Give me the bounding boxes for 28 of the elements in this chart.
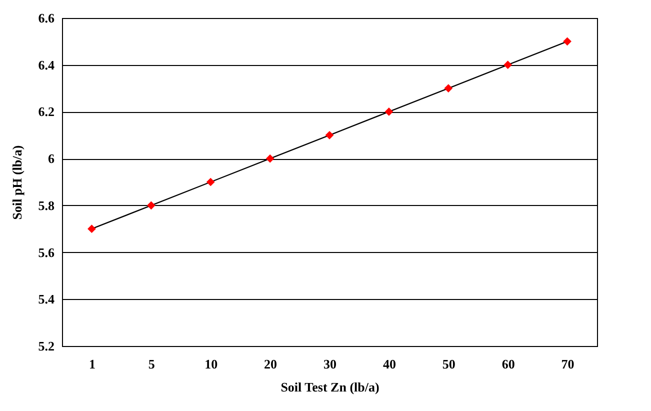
y-axis-title: Soil pH (lb/a) <box>9 145 24 220</box>
point <box>146 201 156 210</box>
y-tick-label: 6.6 <box>38 10 55 26</box>
point <box>444 84 453 92</box>
x-tick-label: 70 <box>561 356 574 372</box>
x-tick-label: 20 <box>264 356 278 372</box>
y-tick-label: 5.4 <box>38 292 55 307</box>
y-tick-label: 5.6 <box>38 244 55 260</box>
x-tick-label: 10 <box>204 356 218 372</box>
point <box>325 130 334 140</box>
x-tick-label: 30 <box>324 356 336 372</box>
point <box>88 224 96 234</box>
x-tick-label: 60 <box>502 356 515 372</box>
x-tick-label: 5 <box>148 356 156 372</box>
x-tick-label: 50 <box>442 356 456 372</box>
y-tick-label: 5.8 <box>38 198 55 213</box>
x-tick-label: 40 <box>382 356 396 372</box>
point <box>206 178 215 186</box>
point <box>266 154 274 163</box>
point <box>384 108 394 116</box>
x-tick-label: 1 <box>88 356 96 372</box>
y-tick-label: 6 <box>48 151 55 166</box>
y-tick-label: 5.2 <box>38 338 54 354</box>
x-axis-title: Soil Test Zn (lb/a) <box>280 380 380 394</box>
y-tick-label: 6.2 <box>38 104 54 120</box>
point <box>504 60 512 70</box>
y-tick-label: 6.4 <box>38 57 55 72</box>
point <box>563 37 572 46</box>
